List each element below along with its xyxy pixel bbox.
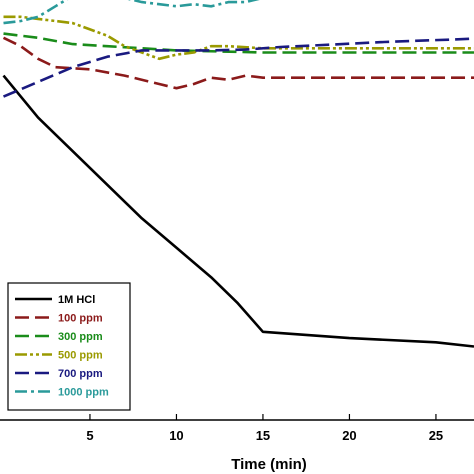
x-tick-label-25: 25 [429,428,443,443]
series-line-1000-ppm [3,0,260,25]
series-line-300-ppm [3,32,474,54]
legend-box [7,282,131,411]
legend: 1M HCl 100 ppm 300 ppm 500 ppm 700 ppm 1000 p… [7,282,131,411]
legend-label-100-ppm: 100 ppm [58,313,103,325]
x-tick-label-15: 15 [256,428,270,443]
legend-label-300-ppm: 300 ppm [58,331,103,343]
x-tick-label-10: 10 [169,428,183,443]
x-tick-label-5: 5 [86,428,93,443]
x-axis-title: Time (min) [231,456,307,473]
series-line-1m-hcl [2,74,474,348]
legend-label-500-ppm: 500 ppm [58,350,103,362]
x-tick-label-20: 20 [342,428,356,443]
x-ticks: 5 10 15 20 25 [86,414,443,443]
legend-label-1m-hcl: 1M HCl [58,294,95,306]
series-lines [2,0,474,348]
series-line-100-ppm [2,36,474,90]
series-line-700-ppm [2,37,474,98]
series-line-500-ppm [3,15,474,61]
legend-label-1000-ppm: 1000 ppm [58,387,109,399]
legend-label-700-ppm: 700 ppm [58,368,103,380]
